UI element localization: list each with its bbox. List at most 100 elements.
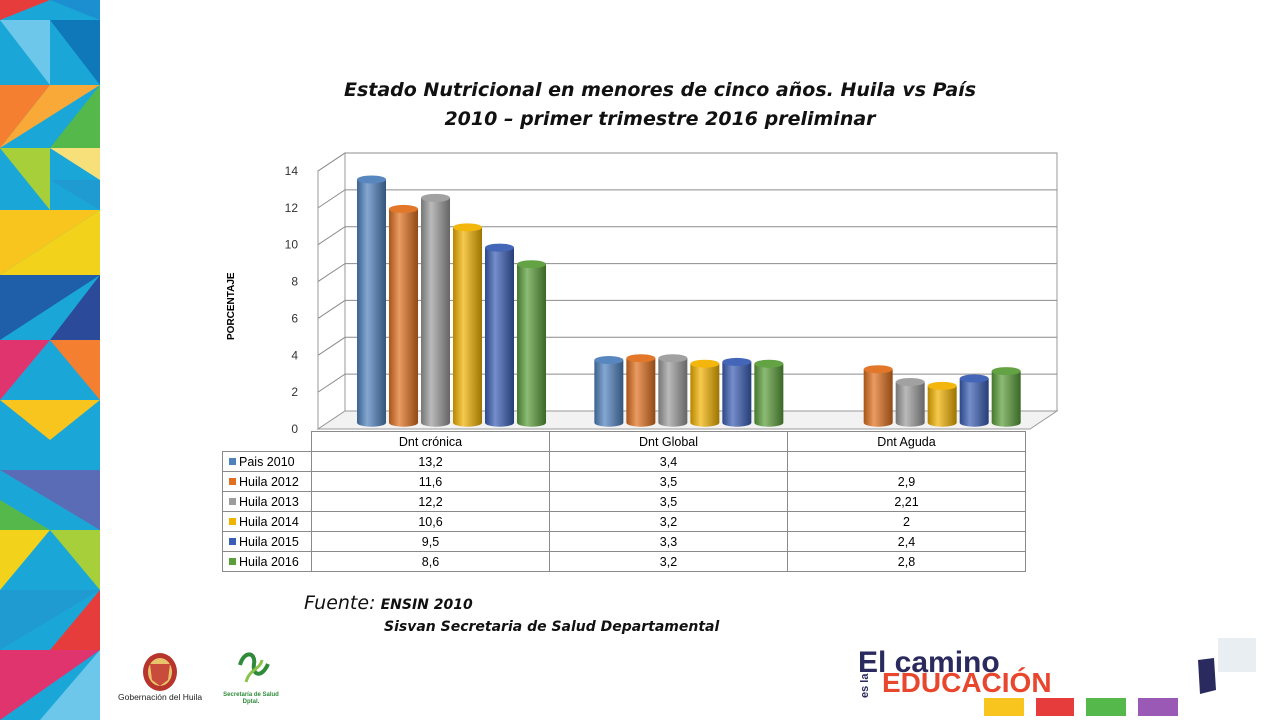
bar bbox=[594, 356, 624, 427]
bar-top bbox=[927, 381, 957, 390]
logo-el-camino: El camino bbox=[858, 646, 1000, 679]
legend-label: Pais 2010 bbox=[239, 454, 295, 469]
chart-bars bbox=[357, 175, 1021, 427]
bar-body bbox=[517, 264, 547, 427]
gridline bbox=[317, 152, 1057, 172]
bar bbox=[421, 193, 451, 427]
legend-key bbox=[229, 557, 236, 565]
bar-top bbox=[421, 193, 451, 202]
bar-body bbox=[722, 361, 752, 427]
bar bbox=[927, 381, 957, 427]
bar-body bbox=[658, 358, 688, 427]
decorative-mosaic-strip bbox=[0, 0, 100, 720]
source-line: Fuente: ENSIN 2010 bbox=[304, 592, 473, 614]
y-tick-label: 10 bbox=[285, 238, 299, 252]
y-tick-label: 2 bbox=[291, 385, 298, 399]
bar-body bbox=[594, 360, 624, 427]
legend-label: Huila 2013 bbox=[239, 494, 299, 509]
legend-key bbox=[229, 457, 236, 465]
bar bbox=[895, 377, 925, 427]
bar bbox=[517, 260, 547, 427]
bar-top bbox=[517, 260, 547, 269]
bar-top bbox=[626, 354, 656, 363]
table-row: Huila 2014 10,6 3,2 2 bbox=[222, 511, 1026, 532]
y-tick-label: 4 bbox=[291, 348, 298, 362]
y-tick-label: 14 bbox=[285, 164, 299, 178]
bar bbox=[991, 367, 1021, 427]
chart-data-table: Dnt crónica Dnt Global Dnt Aguda Pais 2010 1… bbox=[222, 431, 1026, 572]
chart-gridlines bbox=[317, 152, 1057, 393]
gridline bbox=[317, 263, 1057, 282]
bar-top bbox=[357, 175, 387, 184]
bar bbox=[690, 359, 720, 427]
bar-top bbox=[722, 357, 752, 366]
bar-body bbox=[421, 197, 451, 427]
bar-top bbox=[485, 243, 515, 252]
bar-top bbox=[991, 367, 1021, 376]
gridline bbox=[317, 299, 1057, 319]
x-category-label: Dnt crónica bbox=[311, 431, 550, 452]
bar-body bbox=[927, 385, 957, 427]
bar-body bbox=[895, 381, 925, 427]
x-category-label: Dnt Aguda bbox=[787, 431, 1026, 452]
bar bbox=[863, 365, 893, 427]
bar bbox=[357, 175, 387, 427]
source-label: Fuente: bbox=[304, 592, 376, 614]
gridline bbox=[317, 189, 1057, 209]
bar-body bbox=[626, 358, 656, 427]
data-label: 3,2 bbox=[549, 551, 788, 572]
logo-educacion: EDUCACIÓN bbox=[882, 667, 1052, 698]
y-axis-ticks: 0 2 4 6 8 10 12 14 bbox=[285, 164, 299, 436]
secretaria-salud-logo bbox=[238, 652, 270, 683]
bar bbox=[485, 243, 515, 427]
legend-label: Huila 2012 bbox=[239, 474, 299, 489]
bar bbox=[658, 354, 688, 427]
bar-top bbox=[754, 359, 784, 368]
bar-body bbox=[389, 208, 419, 427]
el-camino-educacion-logo: El camino es la EDUCACIÓN bbox=[858, 638, 1256, 716]
bar-body bbox=[863, 369, 893, 427]
gobernacion-label: Gobernación del Huila bbox=[118, 692, 203, 702]
bar-top bbox=[594, 356, 624, 365]
legend-entry: Huila 2015 bbox=[222, 531, 312, 552]
source-ensin: ENSIN 2010 bbox=[380, 597, 473, 613]
table-row: Huila 2015 9,5 3,3 2,4 bbox=[222, 531, 1026, 552]
data-label: 3,4 bbox=[549, 451, 788, 472]
gobernacion-crest-logo bbox=[143, 653, 177, 691]
secretaria-label-line1: Secretaría de Salud bbox=[223, 692, 279, 698]
legend-label: Huila 2014 bbox=[239, 514, 299, 529]
y-tick-label: 6 bbox=[291, 311, 298, 325]
legend-entry: Huila 2016 bbox=[222, 551, 312, 572]
chart-title-line2: 2010 – primer trimestre 2016 preliminar bbox=[444, 108, 876, 130]
legend-label: Huila 2015 bbox=[239, 534, 299, 549]
bar-top bbox=[690, 359, 720, 368]
y-tick-label: 0 bbox=[291, 422, 298, 436]
gridline bbox=[317, 336, 1057, 356]
y-tick-label: 8 bbox=[291, 275, 298, 289]
gridline bbox=[317, 373, 1057, 393]
bar-body bbox=[453, 227, 483, 427]
bar-top bbox=[658, 354, 688, 363]
bar-top bbox=[453, 223, 483, 232]
bar-top bbox=[895, 377, 925, 386]
gridline bbox=[317, 226, 1057, 246]
legend-key bbox=[229, 517, 236, 525]
logo-es-la: es la bbox=[859, 673, 871, 698]
legend-key bbox=[229, 537, 236, 545]
bar-body bbox=[959, 378, 989, 427]
source-sisvan: Sisvan Secretaria de Salud Departamental bbox=[384, 619, 720, 635]
legend-label: Huila 2016 bbox=[239, 554, 299, 569]
bar-top bbox=[959, 374, 989, 383]
bar bbox=[626, 354, 656, 427]
table-row: Huila 2012 11,6 3,5 2,9 bbox=[222, 471, 1026, 492]
bar-body bbox=[754, 363, 784, 427]
legend-entry: Pais 2010 bbox=[222, 451, 312, 472]
bar-top bbox=[389, 204, 419, 213]
bar-top bbox=[863, 365, 893, 374]
data-label: 2,8 bbox=[787, 551, 1026, 572]
legend-key bbox=[229, 497, 236, 505]
table-header-row: Dnt crónica Dnt Global Dnt Aguda bbox=[222, 431, 1026, 452]
bar bbox=[389, 204, 419, 427]
